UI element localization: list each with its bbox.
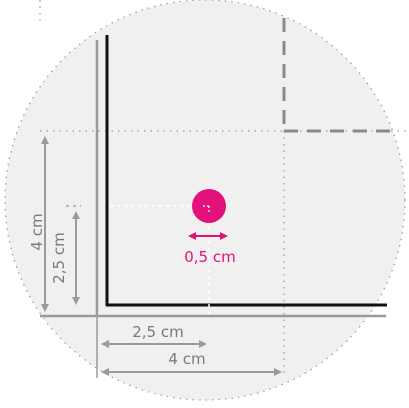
circle-dotted-outline [4,0,406,401]
hole-diameter-label: 0,5 cm [184,248,235,266]
horizontal-4cm-label: 4 cm [168,350,205,368]
vertical-2-5cm-label: 2,5 cm [50,232,68,283]
horizontal-2-5cm-label: 2,5 cm [132,323,183,341]
vertical-4cm-label: 4 cm [28,213,46,250]
dashed-panel [282,18,405,133]
